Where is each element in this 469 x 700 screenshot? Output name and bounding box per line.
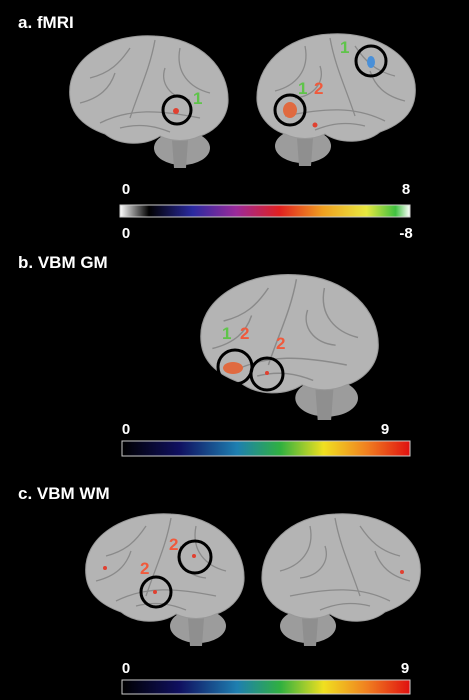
scale-label: 0 bbox=[122, 225, 130, 242]
colorbar bbox=[119, 204, 411, 218]
scale-label: -8 bbox=[399, 225, 412, 242]
activation bbox=[223, 362, 243, 374]
activation bbox=[192, 554, 196, 558]
circle bbox=[249, 356, 285, 392]
activation bbox=[283, 102, 297, 118]
scale-label: 8 bbox=[402, 181, 410, 198]
panel-title: b. VBM GM bbox=[18, 253, 108, 272]
label: 1 bbox=[222, 324, 231, 343]
label: 1 bbox=[340, 38, 349, 57]
circle bbox=[139, 575, 173, 609]
label: 1 bbox=[298, 79, 307, 98]
label: 2 bbox=[240, 324, 249, 343]
activation bbox=[367, 56, 375, 68]
brain bbox=[200, 273, 379, 421]
circle bbox=[177, 539, 213, 575]
circle bbox=[161, 94, 193, 126]
scale-label: 0 bbox=[122, 181, 130, 198]
label: 1 bbox=[193, 89, 202, 108]
activation bbox=[153, 590, 157, 594]
label: 2 bbox=[314, 79, 323, 98]
scale-label: 9 bbox=[381, 421, 389, 438]
activation bbox=[265, 371, 269, 375]
activation bbox=[103, 566, 107, 570]
scale-label: 0 bbox=[122, 421, 130, 438]
panel-title: a. fMRI bbox=[18, 13, 74, 32]
label: 2 bbox=[169, 535, 178, 554]
scale-label: 9 bbox=[401, 660, 409, 677]
circle bbox=[273, 93, 307, 127]
scale-label: 0 bbox=[122, 660, 130, 677]
colorbar bbox=[121, 679, 411, 695]
brain bbox=[68, 35, 229, 169]
circle bbox=[354, 44, 388, 78]
colorbar bbox=[121, 440, 411, 457]
label: 2 bbox=[140, 559, 149, 578]
label: 2 bbox=[276, 334, 285, 353]
brain bbox=[261, 513, 422, 647]
panel-title: c. VBM WM bbox=[18, 484, 110, 503]
activation bbox=[400, 570, 404, 574]
activation bbox=[312, 122, 318, 128]
activation bbox=[173, 108, 179, 114]
